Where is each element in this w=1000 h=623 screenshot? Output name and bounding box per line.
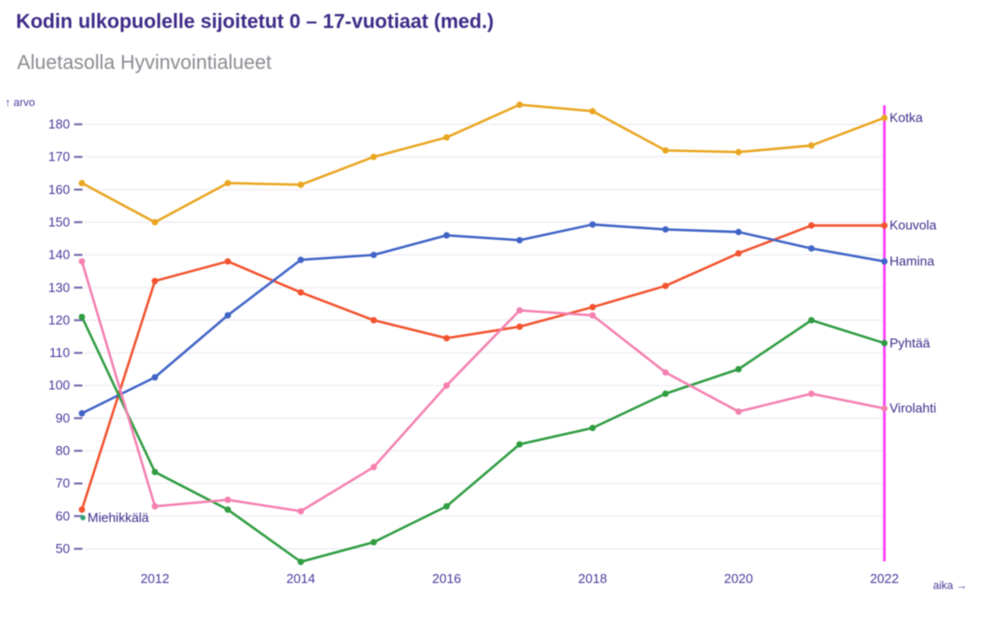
svg-text:2012: 2012 [140,571,169,586]
svg-text:60: 60 [56,508,70,523]
svg-text:aika →: aika → [933,580,967,592]
svg-text:130: 130 [48,280,70,295]
svg-text:90: 90 [56,410,70,425]
svg-text:50: 50 [56,541,70,556]
svg-text:120: 120 [48,312,70,327]
svg-text:Kouvola: Kouvola [890,218,938,233]
svg-text:Virolahti: Virolahti [890,401,937,416]
svg-text:160: 160 [48,182,70,197]
svg-text:Miehikkälä: Miehikkälä [88,510,150,525]
svg-text:↑ arvo: ↑ arvo [5,97,35,109]
svg-text:2018: 2018 [578,571,607,586]
svg-text:150: 150 [48,214,70,229]
svg-text:80: 80 [56,443,70,458]
svg-text:2014: 2014 [286,571,315,586]
svg-text:140: 140 [48,247,70,262]
svg-text:70: 70 [56,476,70,491]
svg-text:2020: 2020 [724,571,753,586]
svg-text:Hamina: Hamina [890,254,936,269]
svg-text:Kotka: Kotka [890,110,924,125]
svg-text:2016: 2016 [432,571,461,586]
svg-text:100: 100 [48,378,70,393]
svg-text:Pyhtää: Pyhtää [890,335,931,350]
svg-text:170: 170 [48,149,70,164]
svg-text:2022: 2022 [870,571,899,586]
svg-text:180: 180 [48,117,70,132]
svg-text:110: 110 [49,345,70,360]
